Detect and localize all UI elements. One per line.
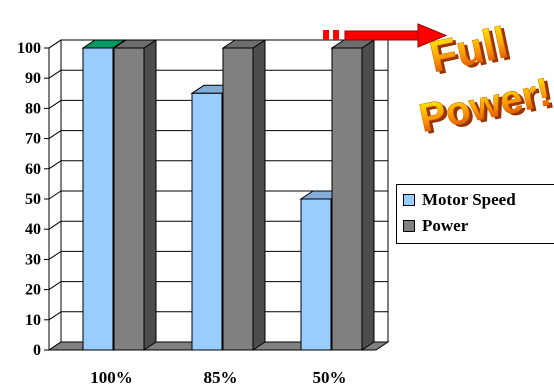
bar-power <box>222 47 254 351</box>
y-tick-label: 10 <box>25 312 41 329</box>
y-tick-label: 30 <box>25 251 41 268</box>
y-tick-label: 0 <box>33 342 41 359</box>
gridline-side <box>48 130 62 140</box>
y-tick-label: 50 <box>25 191 41 208</box>
wordart-line-1: Full <box>425 18 512 82</box>
full-power-wordart: Full Full Power! Power! <box>404 10 554 140</box>
bar-side-power <box>143 39 157 351</box>
gridline-side <box>48 281 62 291</box>
bar-side-power <box>361 39 375 351</box>
gridline-side <box>48 190 62 200</box>
gridline-side <box>48 69 62 79</box>
y-tick-label: 70 <box>25 131 41 148</box>
y-tick-label: 90 <box>25 70 41 87</box>
bar-motor-speed <box>82 47 114 351</box>
gridline-side <box>48 311 62 321</box>
y-tick-label: 20 <box>25 282 41 299</box>
x-tick-label: 50% <box>313 368 347 387</box>
y-tick-label: 80 <box>25 100 41 117</box>
gridline-side <box>48 160 62 170</box>
wordart-svg: Full Full Power! Power! <box>415 18 554 140</box>
legend-label-motor-speed: Motor Speed <box>422 190 516 209</box>
gridline-side <box>48 250 62 260</box>
legend-swatch-power <box>403 220 415 232</box>
legend-label-power: Power <box>422 216 469 235</box>
arrow-head <box>417 23 448 48</box>
bar-side-power <box>252 39 266 351</box>
arrow-dash <box>333 30 339 40</box>
legend-item-motor-speed: Motor Speed <box>403 190 516 210</box>
y-tick-label: 40 <box>25 221 41 238</box>
gridline-side <box>48 220 62 230</box>
gridline-side <box>48 39 62 49</box>
bar-motor-speed <box>191 92 223 351</box>
bar-power <box>113 47 145 351</box>
gridline-side <box>48 99 62 109</box>
y-tick-label: 60 <box>25 161 41 178</box>
chart-legend: Motor Speed Power <box>396 184 554 244</box>
arrow-dash <box>323 30 329 40</box>
legend-swatch-motor-speed <box>403 194 415 206</box>
x-tick-label: 100% <box>90 368 133 387</box>
y-tick-label: 100 <box>17 40 41 57</box>
bar-motor-speed <box>300 198 332 351</box>
x-tick-label: 85% <box>204 368 238 387</box>
bar-power <box>331 47 363 351</box>
legend-item-power: Power <box>403 216 468 236</box>
